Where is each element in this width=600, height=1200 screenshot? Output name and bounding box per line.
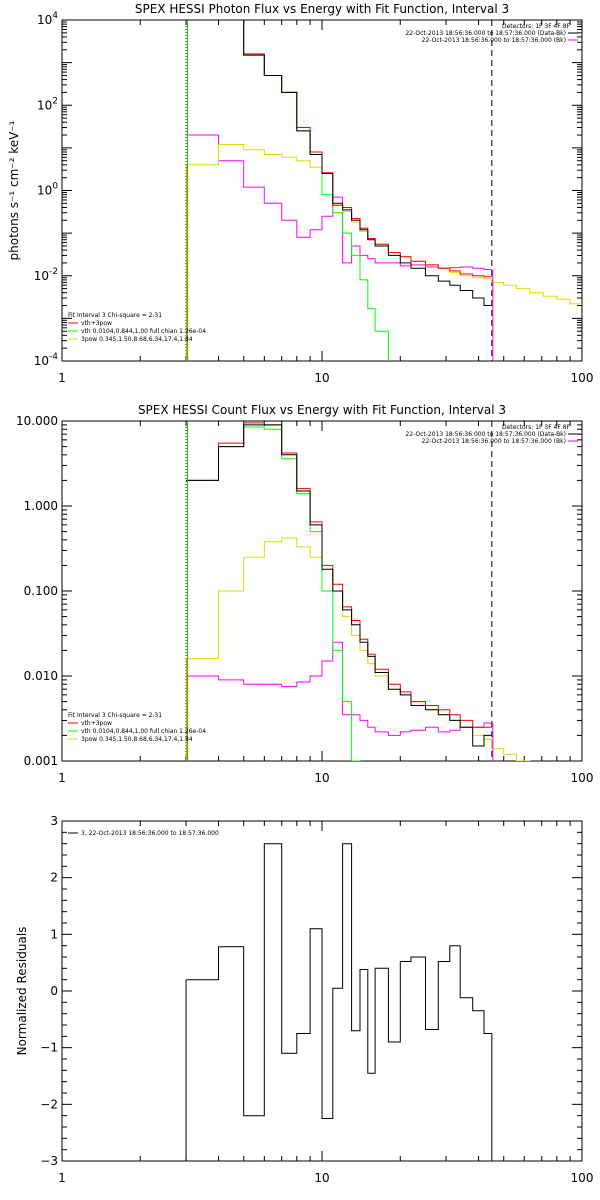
series-group: [186, 20, 582, 361]
y-tick-label: 1.000: [24, 499, 58, 513]
legend-label: 3pow 0.345,1.50,8.68,6.34,17.4,1.84: [81, 336, 193, 343]
y-tick-label: −1: [40, 1041, 58, 1055]
series-line-00ff00: [186, 20, 389, 361]
legend-right-label: 22-Oct-2013 18:56:36.000 to 18:57:36.000…: [405, 30, 566, 37]
legend-right-label: 22-Oct-2013 18:56:36.000 to 18:57:36.000…: [422, 438, 566, 445]
series-line-dddd00: [186, 537, 531, 761]
y-tick-label: −3: [40, 1154, 58, 1168]
legend-label: Fit Interval 3 Chi-square = 2.31: [68, 712, 162, 719]
y-axis-label: Normalized Residuals: [15, 927, 29, 1056]
series-line-000000: [186, 424, 492, 747]
x-tick-label: 100: [571, 371, 594, 385]
series-group: [186, 421, 531, 761]
chart-title: SPEX HESSI Photon Flux vs Energy with Fi…: [135, 2, 509, 16]
y-tick-label: 104: [37, 11, 58, 27]
x-tick-label: 10: [314, 771, 329, 785]
legend-right-label: 22-Oct-2013 18:56:36.000 to 18:57:36.000…: [405, 431, 566, 438]
legend-label: 3, 22-Oct-2013 18:56:36.000 to 18:57:36.…: [81, 830, 219, 837]
y-tick-label: 0.010: [24, 669, 58, 683]
series-line-ff00ff: [186, 134, 492, 270]
legend-right-label: Detectors: 1F 3F 4F 8F: [502, 424, 571, 431]
chart-panel-1: SPEX HESSI Photon Flux vs Energy with Fi…: [7, 2, 593, 385]
series-group: [185, 843, 493, 1161]
series-line-ff0000: [186, 20, 492, 278]
y-tick-label: 1: [50, 927, 58, 941]
x-tick-label: 10: [314, 371, 329, 385]
y-tick-label: 0: [50, 984, 58, 998]
legend-right-label: Detectors: 1F 3F 4F 8F: [502, 23, 571, 30]
series-line-dddd00: [186, 144, 582, 305]
legend-right-label: 22-Oct-2013 18:56:36.000 to 18:57:36.000…: [422, 37, 566, 44]
y-tick-label: 10-2: [34, 267, 58, 283]
legend-label: vth+3pow: [81, 720, 112, 727]
y-tick-label: 0.001: [24, 754, 58, 768]
x-tick-label: 1: [58, 771, 66, 785]
x-tick-label: 1: [58, 371, 66, 385]
y-tick-label: 102: [37, 96, 58, 112]
y-tick-label: 0.100: [24, 584, 58, 598]
series-line-00ff00: [186, 426, 361, 761]
series-line-ff0000: [186, 422, 492, 728]
legend-label: 3pow 0.345,1.50,8.68,6.34,17.4,1.84: [81, 736, 193, 743]
series-line-000000: [186, 843, 492, 1119]
series-line-000000: [186, 20, 492, 306]
chart-title: SPEX HESSI Count Flux vs Energy with Fit…: [138, 403, 506, 417]
x-tick-label: 100: [571, 771, 594, 785]
y-tick-label: 100: [37, 182, 58, 198]
legend-label: Fit Interval 3 Chi-square = 2.31: [68, 312, 162, 319]
x-tick-label: 100: [571, 1171, 594, 1185]
y-tick-label: 3: [50, 814, 58, 828]
x-tick-label: 10: [314, 1171, 329, 1185]
chart-panel-2: SPEX HESSI Count Flux vs Energy with Fit…: [16, 403, 594, 785]
y-tick-label: −2: [40, 1097, 58, 1111]
y-tick-label: 2: [50, 871, 58, 885]
chart-panel-3: 1 10 100 −3 −2 −1 0 1 2 3 Normalized Residuals 3, 2…: [15, 814, 593, 1185]
y-tick-label: 10-4: [34, 352, 59, 368]
x-tick-label: 1: [58, 1171, 66, 1185]
legend-label: vth+3pow: [81, 320, 112, 327]
legend-label: vth 0.0104,0.844,1.00 full chian 1.26e-0…: [81, 728, 206, 735]
series-line-ff00ff: [186, 641, 492, 736]
y-tick-label: 10.000: [16, 414, 58, 428]
legend-label: vth 0.0104,0.844,1.00 full chian 1.26e-0…: [81, 328, 206, 335]
y-axis-label: photons s⁻¹ cm⁻² keV⁻¹: [7, 120, 21, 260]
